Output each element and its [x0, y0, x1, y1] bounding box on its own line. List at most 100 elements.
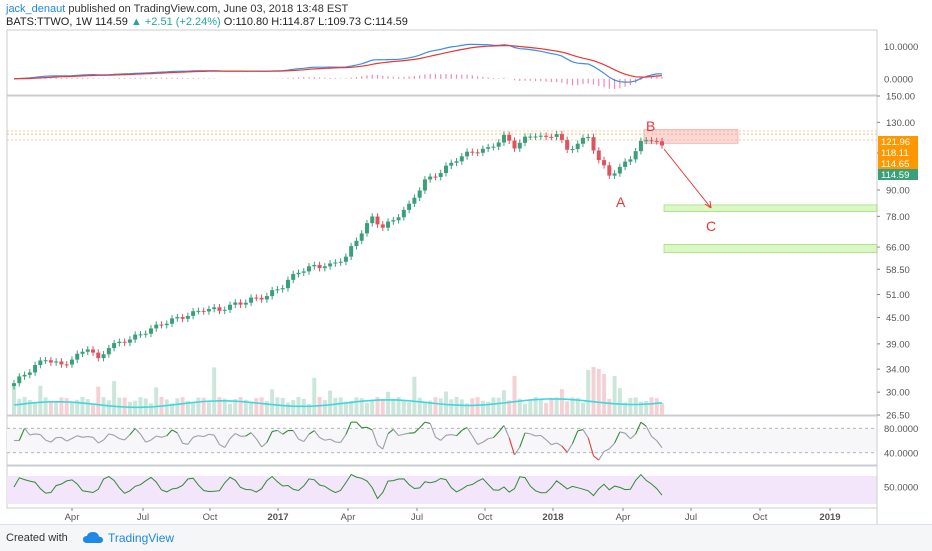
- candle-body: [318, 265, 322, 268]
- candle-body: [491, 147, 495, 148]
- volume-bar: [444, 391, 448, 415]
- candle-body: [623, 162, 627, 167]
- volume-bar: [660, 403, 664, 415]
- candle-body: [233, 303, 237, 305]
- volume-bar: [65, 398, 69, 415]
- candle-body: [291, 274, 295, 280]
- price-tick-label: 45.00: [886, 313, 910, 324]
- osc1-segment: [446, 435, 451, 436]
- volume-bar: [217, 397, 221, 415]
- candle-body: [12, 383, 16, 386]
- tradingview-brand[interactable]: TradingView: [108, 531, 174, 545]
- volume-bar: [523, 404, 527, 415]
- volume-bar: [597, 369, 601, 415]
- volume-bar: [649, 397, 653, 415]
- price-tick-label: 150.00: [886, 92, 915, 103]
- volume-bar: [107, 400, 111, 415]
- volume-bar: [407, 402, 411, 415]
- time-tick-label: Apr: [616, 512, 631, 523]
- price-label: 118.11: [881, 148, 909, 159]
- candle-body: [349, 246, 353, 257]
- volume-bar: [33, 403, 37, 415]
- candle-body: [365, 223, 369, 233]
- volume-bar: [433, 397, 437, 415]
- candle-body: [597, 151, 601, 161]
- candle-body: [602, 160, 606, 165]
- candle-body: [649, 140, 653, 141]
- price-tick-label: 78.00: [886, 212, 910, 223]
- volume-bar: [618, 388, 622, 415]
- volume-bar: [602, 374, 606, 415]
- volume-bar: [275, 397, 279, 415]
- candle-body: [512, 141, 516, 149]
- volume-bar: [560, 389, 564, 415]
- candle-body: [212, 307, 216, 309]
- candle-body: [65, 364, 69, 365]
- volume-bar: [592, 367, 596, 415]
- candle-body: [655, 141, 659, 142]
- volume-bar: [196, 398, 200, 415]
- candle-body: [244, 303, 248, 305]
- candle-body: [28, 372, 32, 374]
- pane-price: [7, 96, 877, 415]
- volume-bar: [70, 403, 74, 415]
- candle-body: [44, 360, 48, 361]
- volume-bar: [449, 399, 453, 415]
- candle-body: [465, 152, 469, 157]
- candle-body: [228, 305, 232, 310]
- candle-body: [486, 147, 490, 149]
- candle-body: [381, 224, 385, 227]
- osc1-segment: [35, 434, 40, 435]
- osc1-segment: [88, 437, 93, 438]
- candle-body: [628, 159, 632, 161]
- candle-body: [91, 349, 95, 352]
- volume-bar: [391, 399, 395, 415]
- candle-body: [160, 325, 164, 326]
- candle-body: [96, 353, 100, 359]
- volume-bar: [181, 397, 185, 415]
- candle-body: [497, 143, 501, 147]
- candle-body: [249, 298, 253, 303]
- candle-body: [481, 149, 485, 153]
- volume-bar: [581, 403, 585, 415]
- volume-bar: [555, 397, 559, 415]
- candle-body: [154, 325, 158, 329]
- candle-body: [360, 233, 364, 240]
- candle-body: [618, 167, 622, 174]
- candle-body: [449, 163, 453, 166]
- volume-bar: [512, 376, 516, 415]
- volume-bar: [628, 398, 632, 415]
- time-tick-label: 2017: [267, 512, 288, 523]
- osc1-segment: [536, 435, 541, 436]
- candle-body: [123, 342, 127, 343]
- candle-body: [592, 137, 596, 150]
- candle-body: [402, 210, 406, 217]
- candle-body: [207, 309, 211, 311]
- volume-bar: [370, 400, 374, 415]
- volume-bar: [455, 397, 459, 415]
- chart-canvas[interactable]: 150.00130.00110.0090.0078.0066.0058.5051…: [0, 0, 932, 524]
- volume-bar: [607, 399, 611, 415]
- volume-bar: [470, 398, 474, 415]
- candle-body: [333, 262, 337, 263]
- volume-bar: [354, 397, 358, 415]
- tradingview-cloud-icon: [82, 531, 104, 545]
- volume-bar: [207, 402, 211, 415]
- candle-body: [312, 265, 316, 266]
- volume-bar: [202, 398, 206, 415]
- zone-target-2: [664, 244, 877, 252]
- candle-body: [38, 360, 42, 365]
- candle-body: [476, 152, 480, 153]
- time-tick-label: Jul: [685, 512, 697, 523]
- volume-bar: [86, 399, 90, 415]
- volume-bar: [333, 398, 337, 415]
- volume-bar: [175, 398, 179, 415]
- candle-body: [296, 273, 300, 274]
- candle-body: [107, 348, 111, 354]
- volume-bar: [149, 403, 153, 415]
- volume-bar: [549, 398, 553, 415]
- footer-bar: Created with TradingView: [0, 524, 932, 551]
- candle-body: [639, 141, 643, 151]
- volume-bar: [613, 376, 617, 415]
- candle-body: [660, 141, 664, 145]
